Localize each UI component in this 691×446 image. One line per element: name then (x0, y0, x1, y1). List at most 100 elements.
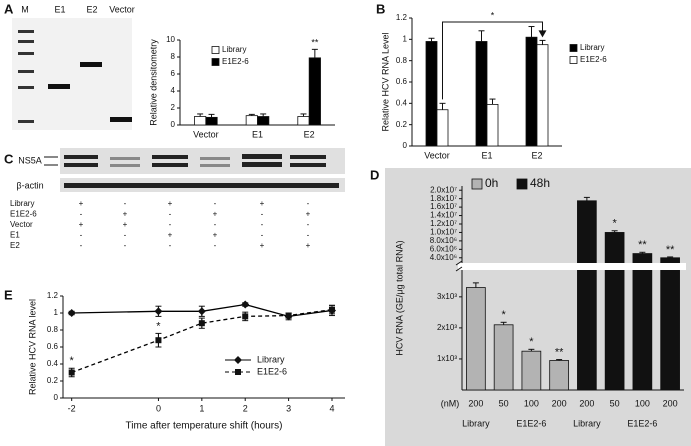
bar (475, 41, 488, 147)
significance: ** (311, 38, 319, 48)
panel-label: B (376, 1, 385, 16)
y-tick-label: 2.0x10⁷ (430, 185, 457, 194)
marker (285, 312, 292, 319)
x-tick-label: Vector (424, 150, 450, 160)
marker (67, 309, 76, 317)
y-tick-label: 10 (166, 35, 175, 44)
marker (155, 337, 162, 344)
error-bar (208, 113, 215, 118)
panel-label: C (4, 151, 14, 166)
y-tick-label: 1.2x10⁷ (430, 219, 457, 228)
y-tick-label: 0 (54, 393, 59, 402)
group-label: E1E2-6 (627, 418, 657, 428)
group-label: E1E2-6 (516, 418, 546, 428)
y-tick-label: 0.6 (47, 342, 59, 351)
blot-strip (60, 148, 345, 174)
blot-bands (64, 154, 339, 188)
row-mark: + (123, 220, 128, 229)
bar (436, 109, 449, 147)
legend-swatch (211, 46, 220, 54)
row-mark: - (169, 210, 172, 219)
gel-bands (18, 30, 132, 123)
y-tick-label: 1x10³ (437, 354, 457, 363)
significance: * (612, 218, 617, 230)
marker (241, 300, 250, 309)
error-bar (639, 251, 646, 254)
significance: * (529, 336, 534, 348)
bar (466, 287, 486, 391)
legend-label: E1E2-6 (222, 57, 249, 66)
x-tick-label: E1 (481, 150, 492, 160)
y-tick-label: 8 (171, 52, 176, 61)
legend-label: Library (222, 45, 246, 54)
error-bar (197, 113, 204, 117)
lane-label: Vector (109, 4, 135, 14)
x-tick-label: 200 (663, 398, 678, 408)
lane-label: E1 (54, 4, 65, 14)
error-bar (439, 102, 446, 110)
row-mark: + (260, 241, 265, 250)
y-tick-label: 1.0x10⁷ (430, 228, 457, 237)
y-tick-label: 4 (171, 86, 176, 95)
row-mark: - (307, 199, 310, 208)
x-tick-label: E2 (304, 129, 315, 139)
bracket (442, 21, 543, 100)
row-mark: - (307, 220, 310, 229)
y-tick-label: 1 (403, 34, 408, 43)
bar (425, 41, 438, 147)
row-mark: + (168, 231, 173, 240)
row-mark: - (80, 210, 83, 219)
row-mark: - (214, 241, 217, 250)
bar (205, 116, 218, 126)
bar (194, 116, 207, 126)
row-mark: + (213, 210, 218, 219)
error-bar (556, 359, 563, 361)
significance: * (70, 355, 75, 367)
series-line (71, 303, 333, 318)
panel-label: D (370, 167, 379, 182)
x-tick-label: 2 (243, 403, 248, 413)
bar (604, 232, 625, 391)
x-tick-label: 3 (286, 403, 291, 413)
marker (328, 306, 335, 313)
marker (242, 313, 249, 320)
x-tick-label: 200 (468, 398, 483, 408)
bracket-label: * (491, 10, 495, 20)
bracket-arrow (538, 30, 547, 38)
error-bar (500, 321, 507, 325)
x-tick-label: 0 (156, 403, 161, 413)
y-tick-label: 2 (171, 103, 176, 112)
error-bar (583, 196, 590, 201)
significance: * (501, 309, 506, 321)
error-bar (667, 256, 674, 258)
bar (521, 350, 542, 391)
legend-swatch (211, 58, 220, 66)
y-tick-label: 1 (54, 308, 59, 317)
marker (154, 307, 163, 316)
bar (308, 57, 321, 126)
y-tick-label: 0.8 (47, 325, 59, 334)
row-mark: + (123, 210, 128, 219)
bar (486, 104, 499, 147)
y-tick-label: 4.0x10⁶ (430, 253, 457, 262)
blot-arrows (44, 156, 58, 166)
lane-label: E2 (86, 4, 97, 14)
panel-label: A (4, 1, 14, 16)
series-line (71, 308, 333, 374)
legend-swatch (516, 178, 528, 190)
error-bar (428, 37, 435, 42)
panel-label: E (4, 287, 13, 302)
row-mark: + (306, 241, 311, 250)
row-mark: - (214, 199, 217, 208)
bar (257, 116, 270, 126)
row-mark: - (124, 231, 127, 240)
axis-break (458, 263, 686, 270)
row-mark: - (124, 241, 127, 250)
error-bar (528, 26, 535, 38)
error-bar (472, 282, 479, 288)
y-tick-label: 8.0x10⁶ (430, 236, 457, 245)
row-mark: - (261, 231, 264, 240)
group-label: Library (573, 418, 601, 428)
row-mark: + (79, 199, 84, 208)
